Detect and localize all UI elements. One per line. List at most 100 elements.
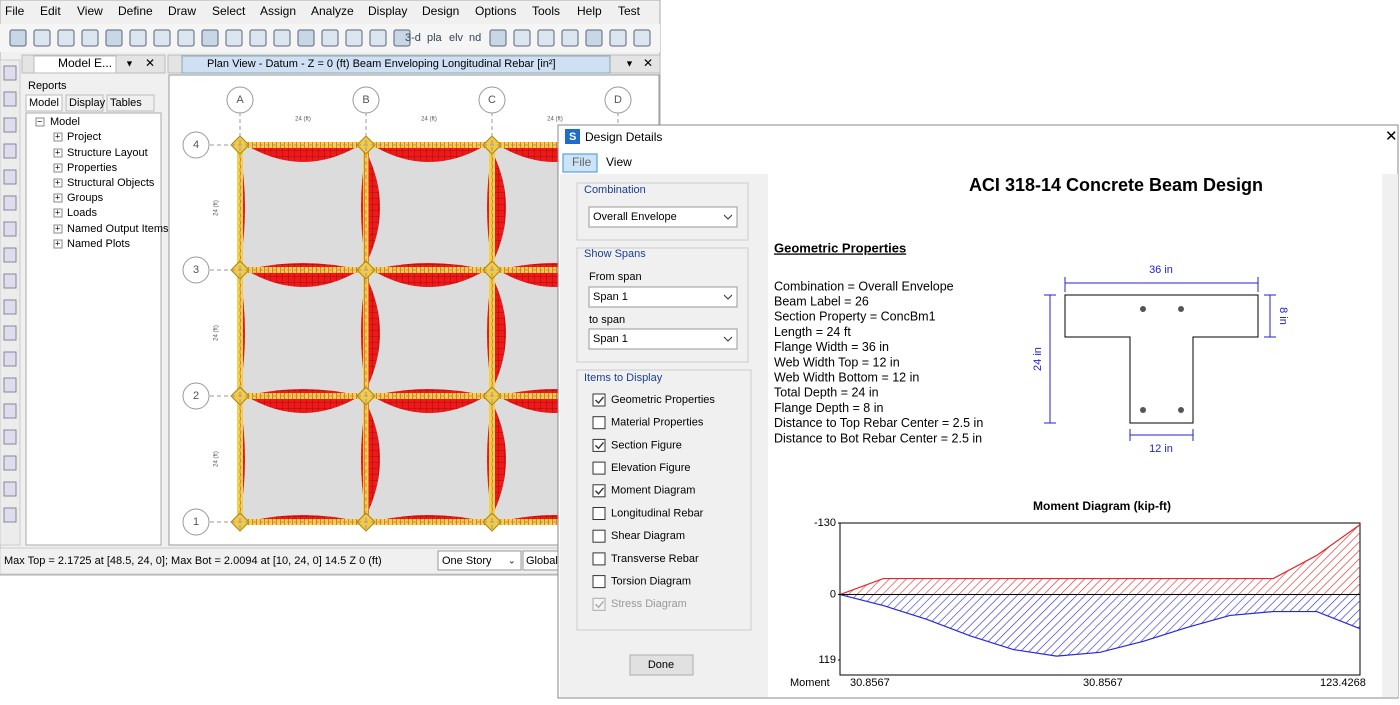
checkbox-label[interactable]: Shear Diagram bbox=[611, 530, 685, 542]
side-tool[interactable] bbox=[3, 273, 17, 289]
story-select[interactable]: One Story bbox=[442, 555, 492, 567]
story-select[interactable] bbox=[437, 550, 522, 571]
side-tool[interactable] bbox=[3, 221, 17, 237]
tool-icon[interactable] bbox=[321, 29, 339, 47]
checkbox-label[interactable]: Material Properties bbox=[611, 417, 704, 429]
checkbox[interactable] bbox=[592, 393, 606, 407]
expander[interactable] bbox=[53, 224, 63, 234]
tool-icon[interactable] bbox=[201, 29, 219, 47]
side-tool[interactable] bbox=[3, 169, 17, 185]
scrollbar[interactable] bbox=[1382, 174, 1398, 697]
plan-title[interactable]: Plan View - Datum - Z = 0 (ft) Beam Enve… bbox=[207, 58, 556, 70]
checkbox[interactable] bbox=[592, 552, 606, 566]
tool-icon[interactable] bbox=[9, 29, 27, 47]
menu-item[interactable]: Help bbox=[577, 4, 602, 18]
expander[interactable] bbox=[53, 208, 63, 218]
dropdown[interactable] bbox=[588, 286, 738, 308]
coord-select[interactable]: Global bbox=[526, 555, 558, 567]
tab[interactable] bbox=[106, 94, 155, 112]
checkbox-label[interactable]: Torsion Diagram bbox=[611, 576, 691, 588]
checkbox[interactable] bbox=[592, 438, 606, 452]
done-button[interactable] bbox=[629, 654, 694, 676]
tool-icon[interactable] bbox=[81, 29, 99, 47]
checkbox[interactable] bbox=[592, 507, 606, 520]
tool-text-icon[interactable]: nd bbox=[469, 32, 481, 44]
menu-item[interactable]: View bbox=[77, 4, 103, 18]
dropdown[interactable] bbox=[588, 328, 738, 350]
tree-item[interactable]: Project bbox=[67, 131, 101, 143]
tool-icon[interactable] bbox=[609, 29, 627, 47]
tree-item[interactable]: Named Output Items bbox=[67, 223, 169, 235]
side-tool[interactable] bbox=[3, 429, 17, 445]
menu-item[interactable]: Draw bbox=[168, 4, 196, 18]
expander[interactable] bbox=[53, 163, 63, 173]
tool-icon[interactable] bbox=[57, 29, 75, 47]
tool-icon[interactable] bbox=[585, 29, 603, 47]
tree-item[interactable]: Properties bbox=[67, 162, 118, 174]
menu-item[interactable]: Edit bbox=[40, 4, 61, 18]
side-tool[interactable] bbox=[3, 117, 17, 133]
menu-item[interactable]: File bbox=[5, 4, 25, 18]
checkbox-label[interactable]: Section Figure bbox=[611, 439, 682, 451]
tool-icon[interactable] bbox=[393, 29, 411, 47]
dropdown-value[interactable]: Span 1 bbox=[593, 291, 628, 303]
side-tool[interactable] bbox=[3, 247, 17, 263]
side-tool[interactable] bbox=[3, 91, 17, 107]
tab-label[interactable]: Tables bbox=[110, 97, 142, 109]
tool-icon[interactable] bbox=[153, 29, 171, 47]
tool-icon[interactable] bbox=[33, 29, 51, 47]
side-tool[interactable] bbox=[3, 377, 17, 393]
tool-icon[interactable] bbox=[129, 29, 147, 47]
tool-icon[interactable] bbox=[345, 29, 363, 47]
checkbox[interactable] bbox=[592, 461, 606, 475]
checkbox[interactable] bbox=[592, 416, 606, 430]
menu-item[interactable]: Assign bbox=[260, 4, 296, 18]
checkbox-label[interactable]: Moment Diagram bbox=[611, 485, 695, 497]
tab[interactable] bbox=[25, 94, 63, 112]
tab-label[interactable]: Model bbox=[29, 97, 59, 109]
side-tool[interactable] bbox=[3, 195, 17, 211]
tree-item[interactable]: Named Plots bbox=[67, 238, 130, 250]
menu-item[interactable]: Define bbox=[118, 4, 153, 18]
button-label[interactable]: Done bbox=[648, 659, 674, 671]
menu-item[interactable]: Analyze bbox=[311, 4, 354, 18]
tool-icon[interactable] bbox=[249, 29, 267, 47]
tab[interactable] bbox=[65, 94, 104, 112]
menu-item[interactable]: Options bbox=[475, 4, 516, 18]
tool-icon[interactable] bbox=[273, 29, 291, 47]
checkbox-label[interactable]: Transverse Rebar bbox=[611, 553, 699, 565]
menu-item[interactable]: Test bbox=[618, 4, 641, 18]
side-tool[interactable] bbox=[3, 403, 17, 419]
menu-item[interactable]: Tools bbox=[532, 4, 560, 18]
tool-icon[interactable] bbox=[105, 29, 123, 47]
explorer-tab[interactable] bbox=[33, 55, 117, 74]
side-tool[interactable] bbox=[3, 507, 17, 523]
tree-item[interactable]: Loads bbox=[67, 207, 97, 219]
tool-icon[interactable] bbox=[177, 29, 195, 47]
expander[interactable] bbox=[53, 148, 63, 158]
menu-item[interactable]: Select bbox=[212, 4, 246, 18]
tool-icon[interactable] bbox=[513, 29, 531, 47]
side-tool[interactable] bbox=[3, 65, 17, 81]
tree-item[interactable]: Structure Layout bbox=[67, 147, 148, 159]
tool-icon[interactable] bbox=[369, 29, 387, 47]
tree-item[interactable]: Groups bbox=[67, 192, 104, 204]
tab[interactable]: Reports bbox=[28, 80, 67, 92]
expander[interactable] bbox=[53, 239, 63, 249]
tool-icon[interactable] bbox=[537, 29, 555, 47]
expander[interactable] bbox=[53, 193, 63, 203]
side-tool[interactable] bbox=[3, 143, 17, 159]
expander[interactable] bbox=[53, 132, 63, 142]
expander[interactable] bbox=[53, 178, 63, 188]
side-tool[interactable] bbox=[3, 351, 17, 367]
tool-icon[interactable] bbox=[489, 29, 507, 47]
explorer-tab-label[interactable]: Model E... bbox=[58, 56, 112, 70]
expander[interactable] bbox=[35, 117, 45, 127]
checkbox[interactable] bbox=[592, 575, 606, 589]
menu-item[interactable]: Design bbox=[422, 4, 459, 18]
dialog-menu-item[interactable]: View bbox=[606, 155, 632, 169]
tool-text-icon[interactable]: pla bbox=[427, 32, 443, 44]
dropdown[interactable] bbox=[588, 206, 738, 228]
dropdown-value[interactable]: Overall Envelope bbox=[593, 211, 677, 223]
side-tool[interactable] bbox=[3, 299, 17, 315]
